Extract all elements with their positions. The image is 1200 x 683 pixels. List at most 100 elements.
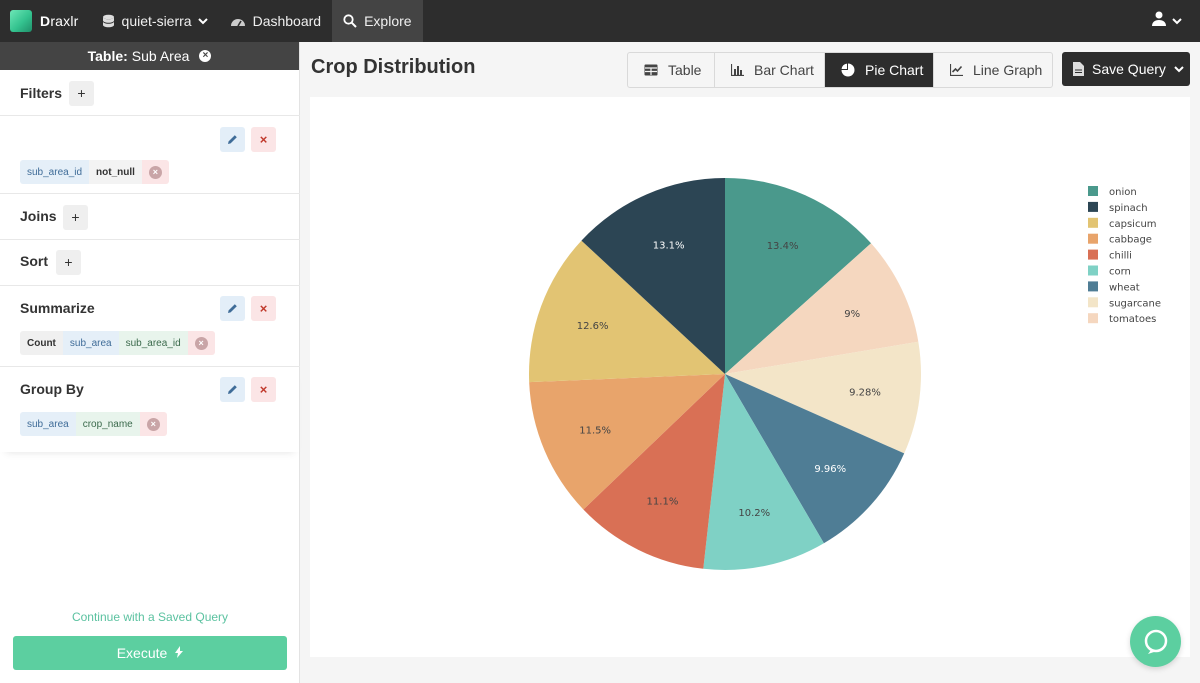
- clear-table-icon[interactable]: ×: [199, 50, 212, 62]
- tab-bar-chart[interactable]: Bar Chart: [715, 53, 825, 87]
- table-name: Sub Area: [131, 48, 190, 64]
- execute-button[interactable]: Execute: [13, 636, 287, 670]
- remove-filter-chip[interactable]: ×: [141, 160, 169, 184]
- add-sort-button[interactable]: +: [56, 250, 81, 275]
- pie-slice-cabbage[interactable]: [529, 374, 725, 510]
- legend-swatch-chilli[interactable]: [1088, 249, 1098, 260]
- edit-summarize-button[interactable]: [220, 296, 245, 321]
- tab-bar-chart-label: Bar Chart: [754, 62, 814, 78]
- filter-chip[interactable]: sub_area_id not_null ×: [20, 160, 169, 184]
- legend-label-chilli[interactable]: chilli: [1109, 251, 1132, 262]
- pie-slice-chilli[interactable]: [583, 374, 725, 569]
- pie-slice-wheat[interactable]: [725, 374, 905, 544]
- legend-swatch-corn[interactable]: [1088, 265, 1098, 276]
- brand-name: Draxlr: [40, 13, 79, 29]
- summarize-column: sub_area_id: [118, 331, 188, 355]
- legend-label-spinach[interactable]: spinach: [1109, 203, 1148, 214]
- edit-group-by-button[interactable]: [220, 377, 245, 402]
- pie-data-label-wheat: 9.96%: [814, 464, 846, 475]
- delete-summarize-button[interactable]: ×: [251, 296, 276, 321]
- pie-slice-sugarcane[interactable]: [725, 341, 921, 454]
- table-selector[interactable]: Table: Sub Area ×: [0, 42, 299, 70]
- summarize-chip[interactable]: Count sub_area sub_area_id ×: [20, 331, 215, 355]
- chat-support-button[interactable]: [1130, 616, 1181, 667]
- sort-section: Sort +: [0, 240, 300, 286]
- legend-label-sugarcane[interactable]: sugarcane: [1109, 298, 1161, 309]
- sort-title: Sort: [20, 253, 48, 269]
- table-label: Table:: [87, 48, 128, 64]
- legend-swatch-onion[interactable]: [1088, 186, 1098, 196]
- database-icon: [102, 14, 115, 28]
- save-query-button[interactable]: Save Query: [1062, 52, 1190, 86]
- database-selector[interactable]: quiet-sierra: [91, 0, 219, 42]
- pie-slice-capsicum[interactable]: [529, 240, 725, 383]
- pie-slice-tomatoes[interactable]: [725, 243, 919, 374]
- pie-slice-spinach[interactable]: [581, 178, 725, 374]
- save-query-label: Save Query: [1092, 61, 1166, 77]
- add-join-button[interactable]: +: [63, 205, 88, 230]
- continue-saved-query-link[interactable]: Continue with a Saved Query: [71, 610, 229, 624]
- lightning-icon: [175, 645, 184, 661]
- legend-label-tomatoes[interactable]: tomatoes: [1109, 314, 1156, 325]
- group-by-title: Group By: [20, 381, 84, 397]
- legend-swatch-tomatoes[interactable]: [1088, 313, 1098, 324]
- group-by-column: crop_name: [75, 412, 140, 436]
- group-by-section: Group By × sub_area crop_name ×: [0, 367, 300, 452]
- search-icon: [343, 14, 357, 28]
- summarize-table: sub_area: [62, 331, 119, 355]
- delete-filter-button[interactable]: ×: [251, 127, 276, 152]
- brand[interactable]: Draxlr: [0, 0, 91, 42]
- tab-line-graph[interactable]: Line Graph: [934, 53, 1052, 87]
- filter-column: sub_area_id: [20, 160, 90, 184]
- legend-swatch-spinach[interactable]: [1088, 201, 1098, 212]
- nav-explore[interactable]: Explore: [332, 0, 423, 42]
- nav-dashboard[interactable]: Dashboard: [219, 0, 333, 42]
- user-icon: [1152, 11, 1166, 31]
- table-icon: [644, 64, 658, 76]
- tab-table-label: Table: [668, 62, 702, 78]
- legend-label-cabbage[interactable]: cabbage: [1109, 235, 1152, 246]
- filters-title: Filters: [20, 85, 63, 101]
- pie-data-label-onion: 13.4%: [767, 241, 799, 252]
- legend-label-wheat[interactable]: wheat: [1109, 282, 1140, 293]
- summarize-function: Count: [20, 331, 63, 355]
- pencil-icon: [228, 304, 237, 313]
- legend-swatch-capsicum[interactable]: [1088, 217, 1098, 228]
- visualization-tabs: Table Bar Chart Pie Chart Line Graph: [627, 52, 1053, 88]
- close-circle-icon: ×: [194, 336, 208, 350]
- pie-chart-icon: [841, 63, 855, 77]
- legend-swatch-sugarcane[interactable]: [1088, 297, 1098, 308]
- filter-operator: not_null: [89, 160, 142, 184]
- database-name: quiet-sierra: [121, 13, 192, 29]
- chat-icon: [1144, 629, 1167, 654]
- legend-label-onion[interactable]: onion: [1109, 187, 1137, 198]
- add-filter-button[interactable]: +: [69, 81, 94, 106]
- tab-line-graph-label: Line Graph: [973, 62, 1043, 78]
- pie-slice-corn[interactable]: [703, 374, 824, 570]
- legend-label-corn[interactable]: corn: [1109, 267, 1131, 278]
- pencil-icon: [228, 385, 237, 394]
- pie-slice-onion[interactable]: [725, 178, 872, 374]
- remove-summarize-chip[interactable]: ×: [187, 331, 215, 355]
- top-nav: Draxlr quiet-sierra Dashboard Explore: [0, 0, 1200, 42]
- page-title: Crop Distribution: [311, 56, 476, 78]
- group-by-table: sub_area: [20, 412, 76, 436]
- delete-group-by-button[interactable]: ×: [251, 377, 276, 402]
- query-builder-panel: Table: Sub Area × Filters + × sub_area_i…: [0, 42, 300, 683]
- group-by-chip[interactable]: sub_area crop_name ×: [20, 412, 167, 436]
- tab-table[interactable]: Table: [628, 53, 715, 87]
- line-chart-icon: [950, 64, 963, 76]
- dashboard-gauge-icon: [230, 15, 246, 28]
- legend-label-capsicum[interactable]: capsicum: [1109, 219, 1157, 230]
- user-menu[interactable]: [1152, 0, 1182, 42]
- remove-group-by-chip[interactable]: ×: [139, 412, 167, 436]
- tab-pie-chart[interactable]: Pie Chart: [825, 53, 934, 87]
- execute-label: Execute: [116, 645, 168, 661]
- legend-swatch-wheat[interactable]: [1088, 281, 1098, 292]
- chevron-down-icon: [197, 17, 208, 25]
- legend-swatch-cabbage[interactable]: [1088, 233, 1098, 244]
- filters-header-section: Filters +: [0, 70, 300, 116]
- joins-title: Joins: [20, 208, 57, 224]
- edit-filter-button[interactable]: [220, 127, 245, 152]
- pie-data-label-capsicum: 12.6%: [577, 321, 609, 332]
